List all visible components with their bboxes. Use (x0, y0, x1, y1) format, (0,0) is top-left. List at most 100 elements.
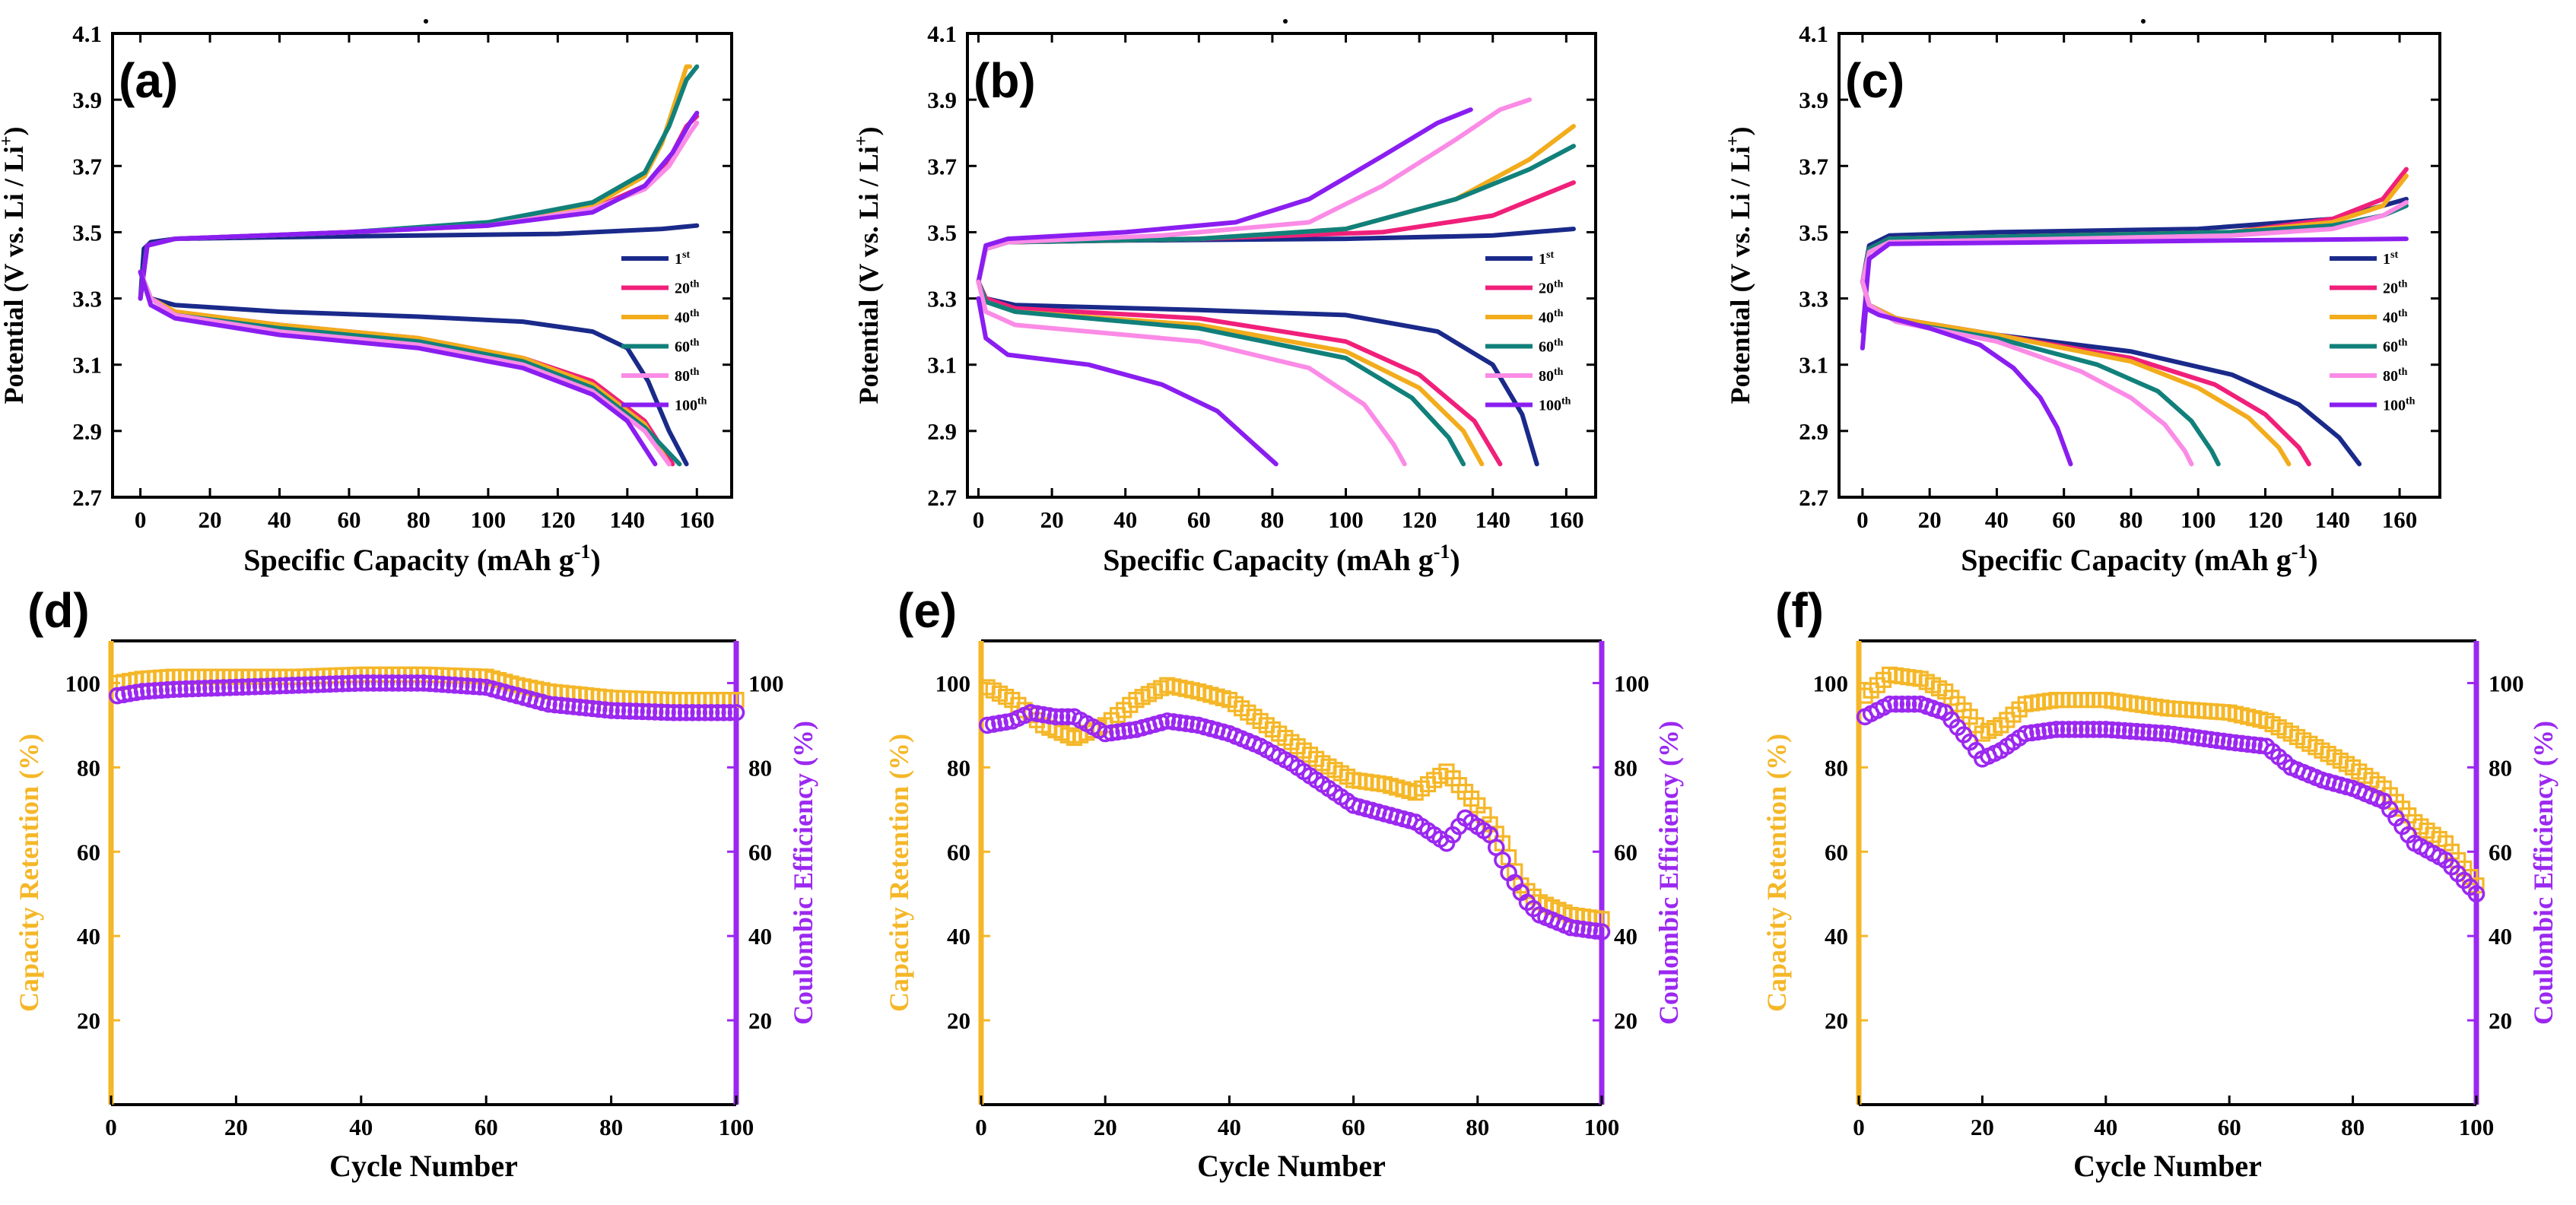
efficiency-marker (265, 677, 283, 695)
efficiency-marker (2245, 736, 2263, 754)
efficiency-marker (2190, 729, 2207, 747)
efficiency-marker (2177, 728, 2195, 745)
left-y-tick-label: 100 (65, 670, 101, 696)
efficiency-marker (421, 674, 439, 693)
efficiency-marker (1158, 712, 1177, 730)
x-tick-label: 140 (1475, 506, 1510, 533)
left-y-axis-label: Capacity Retention (%) (1761, 734, 1792, 1012)
efficiency-marker (389, 674, 408, 692)
x-tick-label: 120 (540, 506, 576, 533)
legend-label: 60th (2383, 338, 2408, 356)
efficiency-marker (377, 674, 395, 692)
series-line (976, 296, 1278, 467)
efficiency-marker (296, 676, 314, 694)
efficiency-marker (589, 700, 608, 718)
efficiency-marker (2233, 734, 2250, 753)
x-axis-label: Specific Capacity (mAh g-1) (1103, 541, 1460, 577)
stray-dot (1283, 19, 1288, 24)
y-tick-label: 4.1 (72, 21, 102, 47)
efficiency-marker (2047, 721, 2066, 738)
right-y-tick-label: 80 (748, 754, 772, 781)
efficiency-marker (471, 678, 489, 696)
efficiency-marker (2053, 721, 2072, 738)
efficiency-marker (659, 703, 676, 721)
efficiency-marker (1164, 713, 1183, 731)
efficiency-marker (427, 675, 445, 693)
efficiency-marker (2085, 721, 2102, 738)
efficiency-marker (627, 702, 645, 720)
efficiency-marker (415, 674, 433, 692)
right-y-tick-label: 60 (2489, 839, 2512, 865)
series-line (1860, 200, 2409, 284)
efficiency-marker (164, 680, 183, 699)
plot-frame (1838, 32, 2441, 499)
efficiency-marker (596, 701, 614, 718)
efficiency-marker (1893, 695, 1911, 713)
efficiency-marker (177, 680, 195, 698)
efficiency-marker (2060, 721, 2078, 738)
x-tick-label: 100 (2181, 506, 2216, 533)
efficiency-marker (2140, 724, 2158, 741)
efficiency-marker (233, 678, 251, 696)
x-tick-label: 100 (1584, 1114, 1620, 1140)
x-tick-label: 80 (1260, 506, 1284, 533)
efficiency-marker (985, 715, 1002, 733)
efficiency-marker (2041, 721, 2060, 739)
x-tick-label: 0 (975, 1114, 987, 1140)
efficiency-marker (1905, 695, 1923, 713)
efficiency-marker (2220, 733, 2238, 751)
efficiency-marker (346, 674, 364, 693)
x-tick-label: 80 (599, 1114, 623, 1140)
efficiency-marker (546, 696, 564, 714)
series-line (976, 279, 1503, 467)
efficiency-marker (577, 699, 596, 717)
left-y-axis-label: Capacity Retention (%) (14, 734, 44, 1012)
efficiency-marker (690, 703, 707, 721)
efficiency-marker (2214, 732, 2232, 750)
efficiency-marker (1028, 705, 1046, 722)
efficiency-marker (214, 679, 233, 696)
efficiency-marker (665, 703, 683, 721)
efficiency-marker (308, 676, 326, 693)
efficiency-marker (453, 677, 470, 695)
series-line (138, 269, 658, 467)
y-tick-label: 3.5 (1799, 219, 1828, 246)
left-y-tick-label: 40 (947, 923, 970, 950)
y-tick-label: 3.3 (72, 286, 102, 312)
panel-b: 0 20 40 60 80 100 120 140 160 2.7 2.9 3.1 3.3 3.5 3.7 3… (852, 19, 1597, 577)
series-line (138, 110, 700, 301)
left-y-tick-label: 100 (935, 670, 971, 696)
left-y-tick-label: 60 (77, 839, 100, 865)
efficiency-marker (1568, 919, 1586, 937)
efficiency-marker (1177, 715, 1195, 732)
efficiency-marker (2158, 725, 2177, 743)
efficiency-marker (1183, 715, 1201, 734)
x-axis-label: Cycle Number (2073, 1149, 2262, 1183)
x-tick-label: 40 (1218, 1114, 1241, 1140)
efficiency-marker (2208, 731, 2226, 750)
efficiency-marker (1115, 722, 1132, 740)
efficiency-marker (321, 675, 339, 693)
panel-letter: (b) (974, 53, 1036, 108)
efficiency-marker (684, 703, 701, 721)
right-y-tick-label: 40 (1614, 923, 1637, 950)
panel-d: 0 20 40 60 80 100 20 20 40 40 60 60 80 80 100 100 Cycle … (14, 583, 818, 1183)
efficiency-marker (2184, 728, 2201, 746)
efficiency-marker (2239, 735, 2257, 753)
efficiency-marker (465, 677, 483, 696)
plot-frame (966, 32, 1597, 499)
efficiency-marker (327, 675, 345, 693)
y-tick-label: 3.7 (72, 153, 102, 179)
series-line (1860, 279, 2194, 467)
efficiency-marker (1109, 723, 1126, 741)
efficiency-marker (108, 687, 126, 705)
left-y-tick-label: 40 (77, 923, 100, 950)
left-y-tick-label: 40 (1825, 923, 1848, 950)
right-y-axis-label: Coulombic Efficiency (%) (1653, 721, 1684, 1025)
efficiency-marker (552, 696, 570, 715)
efficiency-marker (1096, 725, 1114, 743)
efficiency-marker (152, 681, 170, 699)
x-tick-label: 140 (2315, 506, 2351, 533)
series-line (138, 269, 689, 467)
